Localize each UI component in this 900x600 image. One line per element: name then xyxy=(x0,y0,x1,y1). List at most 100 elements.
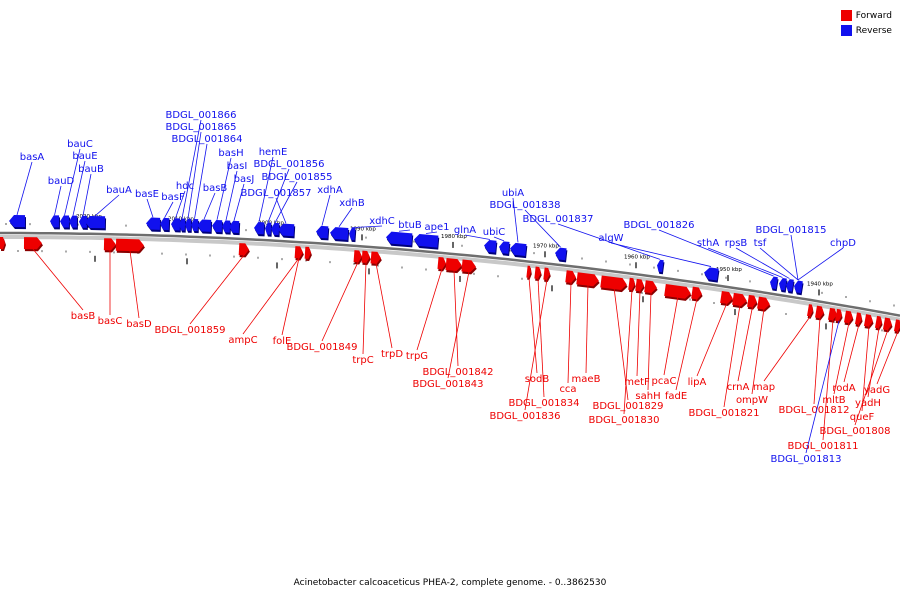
scale-label: 1980 kbp xyxy=(441,234,467,240)
scale-label: 1950 kbp xyxy=(716,267,742,273)
forward-gene-body xyxy=(353,250,362,263)
gene-label-top: basJ xyxy=(234,174,255,185)
forward-gene-body xyxy=(600,275,627,291)
gene-label-bottom-leader xyxy=(613,287,629,401)
scale-label: 2010 kbp xyxy=(168,216,194,222)
gene-label-bottom-leader xyxy=(647,292,652,391)
reverse-gene-body xyxy=(555,247,567,261)
reverse-gene xyxy=(60,215,71,230)
gene-label-bottom-leader xyxy=(723,304,741,408)
gene-label-bottom: mltB xyxy=(822,395,845,406)
forward-gene-body xyxy=(103,238,116,251)
gene-label-top: glnA xyxy=(454,225,476,236)
gene-label-top-leader xyxy=(175,190,186,219)
forward-gene-body xyxy=(882,317,892,331)
gene-label-bottom: maeB xyxy=(572,374,601,385)
reverse-swatch xyxy=(840,25,852,36)
gene-label-bottom-leader xyxy=(32,248,84,311)
reverse-gene-body xyxy=(229,220,240,234)
reverse-gene-body xyxy=(9,215,26,228)
gene-label-top-leader xyxy=(493,236,505,242)
reverse-gene-body xyxy=(786,279,794,292)
legend: Forward Reverse xyxy=(840,8,892,38)
reverse-gene-body xyxy=(222,220,231,233)
forward-gene xyxy=(747,294,758,310)
forward-gene xyxy=(115,238,145,254)
gene-label-bottom-leader xyxy=(833,322,850,395)
reverse-gene xyxy=(510,242,528,259)
gene-label-top: BDGL_001855 xyxy=(261,172,332,183)
reverse-gene xyxy=(197,219,213,234)
gene-label-bottom: metF xyxy=(624,377,650,388)
reverse-gene xyxy=(794,280,804,296)
gene-label-top: BDGL_001857 xyxy=(240,188,311,199)
gene-label-top-leader xyxy=(557,223,661,260)
gene-label-bottom-leader xyxy=(675,298,698,391)
gene-label-bottom: crnA xyxy=(727,382,750,393)
reverse-gene xyxy=(386,231,414,248)
forward-gene xyxy=(644,280,658,296)
forward-gene-body xyxy=(644,280,657,294)
reverse-gene xyxy=(171,218,182,233)
gene-label-bottom: map xyxy=(753,382,775,393)
reverse-gene xyxy=(191,218,200,234)
gene-label-top: bauA xyxy=(106,185,132,196)
forward-gene-body xyxy=(854,312,862,325)
reverse-gene-body xyxy=(794,280,803,294)
reverse-gene-body xyxy=(69,215,78,228)
gene-label-bottom-leader xyxy=(362,262,367,355)
gene-label-top: BDGL_001838 xyxy=(489,200,560,211)
forward-gene xyxy=(238,243,250,258)
reverse-gene-body xyxy=(704,267,719,281)
reverse-gene-body xyxy=(179,218,186,231)
gene-label-top: basI xyxy=(227,161,248,172)
gene-label-top: BDGL_001856 xyxy=(253,159,324,170)
gene-label-bottom-leader xyxy=(763,315,811,382)
forward-gene-body xyxy=(437,256,446,270)
gene-label-bottom-leader xyxy=(528,277,538,374)
forward-gene xyxy=(664,283,692,301)
forward-gene xyxy=(720,290,734,307)
gene-label-top: basF xyxy=(161,192,185,203)
gene-label-bottom-leader xyxy=(537,278,545,398)
gene-label-top-leader xyxy=(216,157,232,220)
gene-label-top: basA xyxy=(20,152,45,163)
legend-forward-label: Forward xyxy=(855,10,892,21)
forward-gene-body xyxy=(691,286,702,300)
gene-label-top: bauE xyxy=(72,151,97,162)
gene-label-top-leader xyxy=(707,247,783,278)
forward-gene xyxy=(893,319,900,334)
gene-label-bottom-leader xyxy=(813,317,821,405)
gene-label-top: BDGL_001865 xyxy=(165,122,236,133)
gene-label-bottom-leader xyxy=(696,302,728,377)
gene-label-bottom-leader xyxy=(867,327,880,398)
gene-label-bottom-leader xyxy=(843,324,860,383)
gene-label-top: basH xyxy=(218,148,243,159)
gene-label-bottom: BDGL_001811 xyxy=(787,441,858,452)
scale-label: 1960 kbp xyxy=(624,254,650,260)
gene-label-bottom-leader xyxy=(129,250,140,319)
gene-label-bottom: sodB xyxy=(525,374,550,385)
reverse-gene-body xyxy=(197,219,212,232)
reverse-gene-body xyxy=(60,215,70,228)
gene-label-top-leader xyxy=(94,194,120,217)
forward-gene-body xyxy=(304,246,311,259)
gene-label-top-leader xyxy=(54,185,62,216)
forward-gene-body xyxy=(115,238,144,252)
reverse-gene-body xyxy=(271,222,280,236)
gene-label-top-leader xyxy=(194,143,208,219)
reverse-gene xyxy=(704,267,720,283)
gene-label-bottom: BDGL_001829 xyxy=(592,401,663,412)
forward-gene-body xyxy=(526,265,531,278)
reverse-gene xyxy=(160,217,171,233)
reverse-gene-body xyxy=(278,223,295,237)
forward-swatch xyxy=(840,10,852,21)
gene-label-top: xdhC xyxy=(369,216,395,227)
gene-label-top-leader xyxy=(610,242,712,267)
forward-gene-body xyxy=(534,266,541,279)
scale-label: 2020 kbp xyxy=(76,214,102,220)
forward-gene xyxy=(565,270,577,286)
gene-label-top: BDGL_001864 xyxy=(171,134,242,145)
forward-gene xyxy=(874,315,883,331)
